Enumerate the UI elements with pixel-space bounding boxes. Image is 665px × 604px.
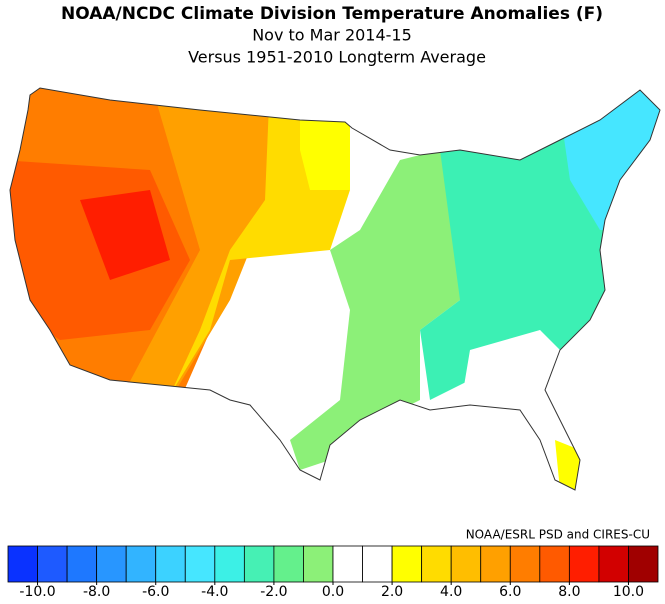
title: NOAA/NCDC Climate Division Temperature A…	[61, 4, 603, 24]
colorbar-label: -10.0	[19, 584, 55, 600]
baseline: Versus 1951-2010 Longterm Average	[188, 48, 486, 67]
colorbar-box	[96, 545, 127, 583]
us-outline	[9, 87, 661, 491]
colorbar-box	[598, 545, 629, 583]
colorbar-box	[568, 545, 600, 583]
colorbar-label: 0.0	[322, 584, 344, 600]
colorbar-box	[214, 545, 245, 583]
colorbar-box	[539, 545, 570, 583]
map-regions	[10, 88, 660, 490]
colorbar-box	[421, 545, 452, 583]
colorbar-label: -4.0	[201, 584, 228, 600]
credit: NOAA/ESRL PSD and CIRES-CU	[466, 528, 650, 542]
colorbar-box	[362, 545, 393, 583]
colorbar-box	[509, 545, 541, 583]
colorbar-box	[273, 545, 304, 583]
colorbar-label: 10.0	[613, 584, 644, 600]
colorbar-label: 4.0	[440, 584, 462, 600]
colorbar-box	[155, 545, 186, 583]
colorbar-box	[303, 545, 334, 583]
colorbar-box	[66, 545, 98, 583]
colorbar-label: -2.0	[260, 584, 287, 600]
colorbar-box	[450, 545, 482, 583]
colorbar-box	[480, 545, 511, 583]
colorbar-label: 6.0	[499, 584, 521, 600]
colorbar-box	[391, 545, 423, 583]
colorbar-label: -6.0	[142, 584, 169, 600]
colorbar-box	[628, 545, 659, 583]
colorbar-box	[332, 545, 363, 583]
colorbar-box	[7, 545, 38, 583]
colorbar-label: 2.0	[381, 584, 403, 600]
subtitle: Nov to Mar 2014-15	[252, 26, 412, 45]
colorbar-label: -8.0	[83, 584, 110, 600]
colorbar-box	[37, 545, 68, 583]
colorbar-label: 8.0	[558, 584, 580, 600]
colorbar-box	[184, 545, 216, 583]
colorbar-box	[243, 545, 275, 583]
colorbar-box	[125, 545, 157, 583]
